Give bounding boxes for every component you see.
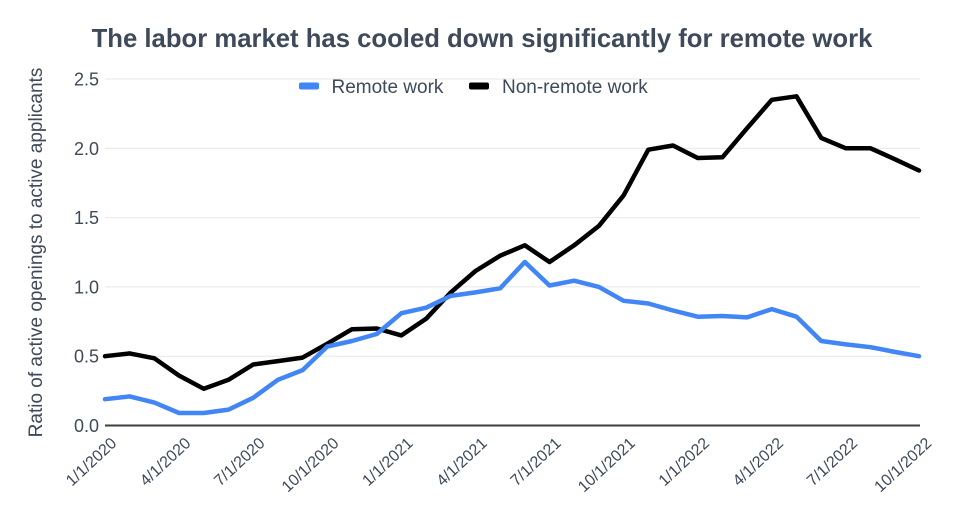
svg-text:1.0: 1.0 [74, 277, 99, 297]
svg-text:Ratio of active openings to ac: Ratio of active openings to active appli… [26, 68, 47, 438]
svg-text:2.5: 2.5 [74, 70, 99, 90]
svg-text:Remote work: Remote work [332, 77, 444, 98]
svg-text:1.5: 1.5 [74, 208, 99, 228]
svg-text:0.0: 0.0 [74, 416, 99, 436]
svg-text:0.5: 0.5 [74, 347, 99, 367]
svg-text:Non-remote work: Non-remote work [502, 77, 648, 98]
svg-text:2.0: 2.0 [74, 139, 99, 159]
svg-text:The labor market has cooled do: The labor market has cooled down signifi… [92, 25, 873, 53]
